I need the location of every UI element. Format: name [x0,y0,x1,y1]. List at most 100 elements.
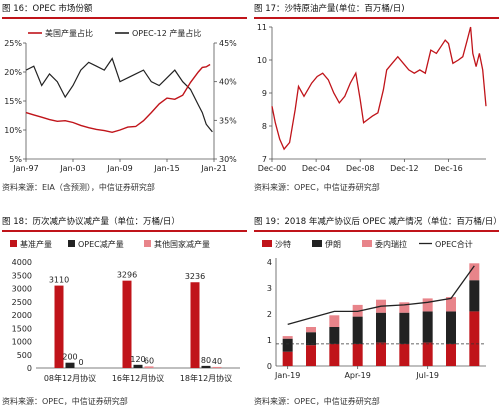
panel-opec-market-share: 图 16：OPEC 市场份额 美国产量占比 OPEC-12 产量占比 5% 10% 15… [2,3,247,203]
stacked-bar-2 [446,297,456,312]
stacked-bar-2 [329,315,340,327]
x-tick-label: Dec-00 [258,164,287,173]
y-right-tick-label: 35% [219,116,237,125]
x-tick-label: Jan-03 [59,164,85,173]
y-tick-label: 7 [262,155,267,164]
legend-label: OPEC减产量 [78,239,124,249]
legend-label: 伊朗 [325,239,341,249]
stacked-bar-2 [422,298,433,312]
y-tick-label: 3000 [12,285,32,294]
category-label: 08年12月协议 [44,373,96,383]
stacked-bar-1 [329,327,340,344]
bar-0 [122,280,132,368]
legend-swatch [144,240,151,247]
x-tick-label: Dec-16 [434,164,463,173]
y-left-tick-label: 5% [9,155,22,164]
x-tick-label: Jan-09 [106,164,132,173]
stacked-bar-1 [446,311,456,344]
y-left-tick-label: 10% [4,126,22,135]
data-label: 80 [201,356,211,365]
stacked-bar-2 [469,263,480,281]
stacked-bar-0 [352,343,363,366]
chart-cut-agreements: 基准产量 OPEC减产量 其他国家减产量0500100015002000250030… [10,239,240,383]
legend-label-opec: OPEC-12 产量占比 [132,28,201,38]
stacked-bar-0 [329,343,340,366]
title-divider [254,230,499,232]
legend-swatch [362,240,372,247]
data-label: 3110 [49,276,69,285]
y-tick-label: 11 [257,23,267,32]
x-tick-label: Jan-19 [274,371,300,380]
panel-opec-cuts-2019: 图 19：2018 年减产协议后 OPEC 减产情况（单位：百万桶/日） 沙特 伊… [254,216,499,411]
source-note: 资料来源：EIA（含预测），中信证券研究部 [2,183,155,192]
y-tick-label: 8 [262,122,267,131]
y-tick-label: 2500 [12,298,32,307]
stacked-bar-1 [306,332,316,346]
bar-0 [190,282,200,368]
stacked-bar-1 [469,280,480,312]
legend-swatch [262,240,272,247]
x-tick-label: Apr-19 [344,371,370,380]
stacked-bar-1 [399,312,410,344]
source-note: 资料来源：OPEC，中信证券研究部 [254,397,380,406]
series-line-saudi [271,26,487,151]
stacked-bar-0 [306,345,316,366]
x-tick-label: Jul-19 [415,371,439,380]
stacked-bar-1 [352,316,363,344]
y-tick-label: 4000 [12,258,32,267]
source-note: 资料来源：OPEC，中信证券研究部 [254,183,380,192]
figure-title: 图 16：OPEC 市场份额 [2,4,93,14]
y-tick-label: 0 [27,364,32,373]
panel-cut-agreements: 图 18：历次减产协议减产量（单位：万桶/日） 基准产量 OPEC减产量 其他国家减… [2,216,247,411]
y-tick-label: 9 [262,89,267,98]
stacked-bar-1 [422,311,433,343]
stacked-bar-2 [306,327,316,333]
data-label: 0 [78,358,83,367]
source-note: 资料来源：OPEC，中信证券研究部 [2,397,128,406]
figure-title: 图 18：历次减产协议减产量（单位：万桶/日） [2,217,180,227]
stacked-bar-0 [446,343,456,366]
stacked-bar-0 [422,342,433,366]
series-line-opec-total [287,265,475,326]
title-divider [2,17,247,19]
chart-saudi-production: 7 8 9 10 11 Dec-00 Dec-04 Dec-08 Dec-12 Dec-16 [257,23,487,173]
data-label: 40 [212,357,222,366]
legend-label: 其他国家减产量 [154,239,210,249]
y-tick-label: 2 [267,310,272,319]
data-label: 200 [62,353,77,362]
bar-1 [201,365,211,368]
category-label: 18年12月协议 [180,373,232,383]
y-tick-label: 2000 [12,311,32,320]
y-left-tick-label: 20% [4,68,22,77]
y-left-tick-label: 15% [4,97,22,106]
bar-0 [54,285,64,368]
stacked-bar-0 [399,343,410,366]
stacked-bar-1 [376,312,386,343]
y-tick-label: 1 [267,336,272,345]
y-tick-label: 1000 [12,338,32,347]
x-tick-label: Jan-97 [12,164,38,173]
x-tick-label: Jan-15 [153,164,179,173]
y-right-tick-label: 30% [219,155,237,164]
data-label: 3236 [185,272,205,281]
y-left-tick-label: 25% [4,39,22,48]
bar-2 [144,366,154,368]
legend-swatch [68,240,75,247]
panel-saudi-production: 图 17：沙特原油产量(单位：百万桶/日) 7 8 9 10 11 Dec-00 Dec-0… [254,3,499,203]
stacked-bar-1 [282,338,293,352]
data-label: 60 [144,356,154,365]
bar-2 [212,366,222,368]
legend-label: 基准产量 [20,239,52,249]
y-tick-label: 500 [17,351,32,360]
x-tick-label: Dec-08 [346,164,375,173]
chart-opec-cuts-2019: 沙特 伊朗 委内瑞拉 OPEC合计 0 1 2 3 4 Jan-19 Apr-19 Jul-19 [262,239,486,380]
y-right-tick-label: 45% [219,39,237,48]
title-divider [2,230,247,232]
x-tick-label: Jan-21 [200,164,226,173]
figure-title: 图 17：沙特原油产量(单位：百万桶/日) [254,4,405,14]
y-tick-label: 0 [267,362,272,371]
figure-title: 图 19：2018 年减产协议后 OPEC 减产情况（单位：百万桶/日） [254,217,499,227]
y-right-tick-label: 40% [219,78,237,87]
data-label: 3296 [117,271,137,280]
chart-opec-market-share: 美国产量占比 OPEC-12 产量占比 5% 10% 15% 20% 25% 30% 35% 40… [4,28,237,173]
